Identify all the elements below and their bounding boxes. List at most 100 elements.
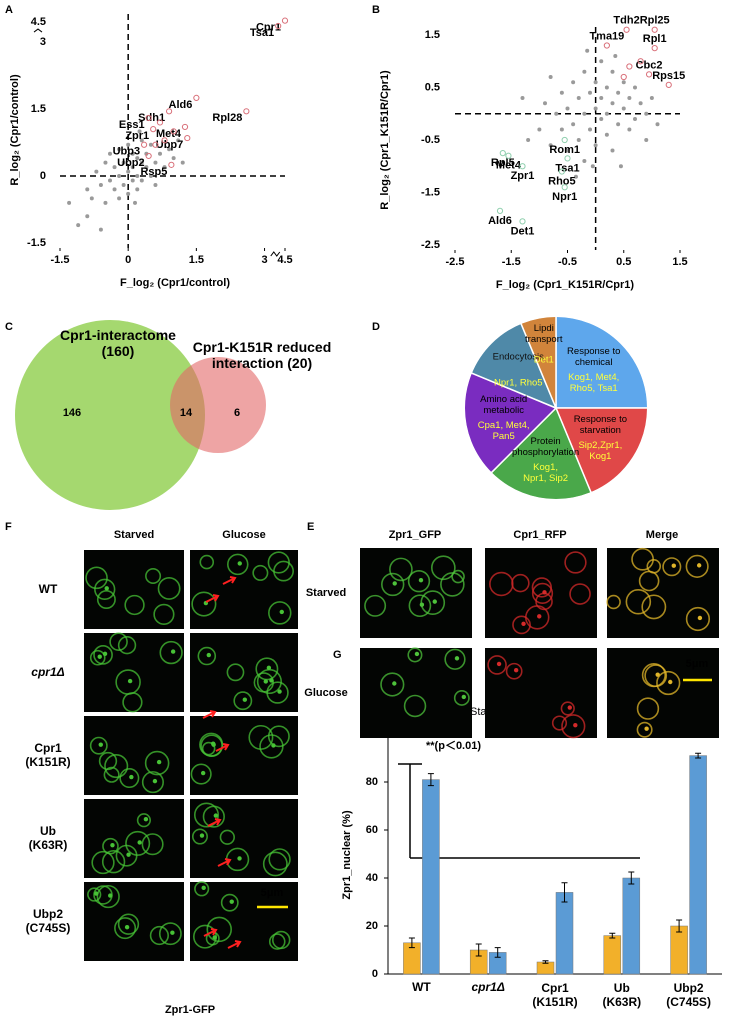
cell-spot: [496, 661, 502, 667]
micrograph: [360, 648, 472, 738]
point-label: Ubp3: [113, 146, 141, 158]
pie-label: Lipdi transport: [525, 322, 563, 345]
error-bar: [628, 871, 635, 885]
x-axis-label: F_log₂ (Cpr1/control): [120, 277, 230, 289]
point-label: Zpr1: [511, 170, 535, 182]
cell: [193, 802, 220, 828]
error-bar: [542, 960, 549, 964]
point-label: Rpl25: [640, 15, 670, 27]
cell: [200, 734, 223, 758]
y-tick-label: 3: [40, 36, 46, 48]
cell-spot: [200, 770, 206, 776]
y-axis-label: R_log₂ (Cpr1_K151R/Cpr1): [379, 70, 391, 210]
data-point: [117, 147, 122, 152]
data-point: [165, 108, 173, 115]
cell-spot: [124, 924, 130, 930]
cell: [525, 605, 550, 630]
cell-spot: [126, 852, 131, 857]
data-point: [130, 165, 135, 170]
cell: [103, 766, 120, 783]
data-point: [590, 164, 595, 169]
micrograph: [84, 799, 184, 878]
micrograph: [485, 648, 597, 738]
cell: [117, 636, 137, 655]
data-point: [176, 138, 181, 143]
panel-letter: A: [5, 4, 13, 16]
row-label: cpr1Δ: [31, 665, 65, 680]
data-point: [496, 207, 504, 214]
point-label: Cbc2: [636, 59, 663, 71]
column-label: Glucose: [222, 529, 265, 541]
cell: [141, 771, 164, 794]
data-point: [281, 17, 289, 24]
cell-spot: [573, 723, 578, 728]
cell: [153, 603, 175, 625]
bar: [689, 755, 707, 975]
cell: [89, 649, 106, 666]
data-point: [103, 200, 108, 205]
data-point: [588, 127, 592, 132]
x-tick-label: 3: [261, 254, 267, 266]
cell: [656, 670, 681, 696]
cell: [256, 668, 282, 695]
row-label: WT: [38, 582, 58, 597]
data-point: [645, 71, 653, 78]
panel-letter: G: [333, 649, 342, 661]
cell: [98, 751, 118, 771]
cell-spot: [152, 778, 158, 784]
data-point: [519, 218, 526, 225]
data-point: [145, 114, 152, 122]
data-point: [604, 111, 609, 116]
cell: [93, 885, 113, 905]
cell-spot: [537, 614, 542, 619]
data-point: [649, 96, 654, 100]
significance-bracket: [398, 763, 640, 859]
cell: [364, 594, 387, 617]
data-point: [89, 196, 94, 201]
bar: [670, 925, 688, 975]
bar: [555, 892, 574, 975]
data-point: [621, 106, 626, 111]
data-point: [148, 174, 153, 179]
cell-spot: [242, 697, 248, 702]
scale-bar-label: 5μm: [261, 887, 284, 899]
data-point: [571, 122, 576, 127]
cell: [201, 741, 216, 756]
point-label: Det1: [511, 225, 535, 237]
venn-count: 14: [180, 407, 193, 419]
cell-spot: [137, 840, 142, 845]
data-point: [582, 159, 587, 163]
cell-spot: [671, 563, 676, 568]
error-bar: [494, 947, 501, 958]
y-tick-label: -1.5: [421, 186, 440, 198]
data-point: [85, 187, 90, 192]
cell: [89, 736, 108, 755]
cell-spot: [644, 726, 649, 731]
cell: [191, 591, 217, 617]
data-point: [603, 42, 610, 49]
data-point: [117, 174, 122, 179]
cell-spot: [211, 742, 216, 747]
cell: [631, 547, 654, 571]
axis-break: [33, 28, 281, 257]
data-point: [610, 148, 615, 153]
data-point: [505, 152, 512, 159]
point-label: Rps15: [652, 70, 685, 82]
data-point: [112, 187, 117, 192]
cell: [117, 913, 140, 935]
cell: [266, 681, 289, 704]
data-point: [543, 101, 547, 106]
cell: [252, 564, 269, 581]
data-point: [170, 128, 177, 135]
data-point: [627, 96, 632, 100]
cell: [145, 567, 162, 585]
cell: [141, 833, 164, 856]
cell: [685, 554, 709, 578]
bar: [422, 779, 440, 975]
point-label: Npr1: [552, 191, 577, 203]
data-point: [565, 106, 570, 111]
cell: [408, 594, 432, 618]
cell: [268, 848, 291, 871]
cell-spot: [156, 759, 162, 765]
cell: [197, 646, 217, 666]
